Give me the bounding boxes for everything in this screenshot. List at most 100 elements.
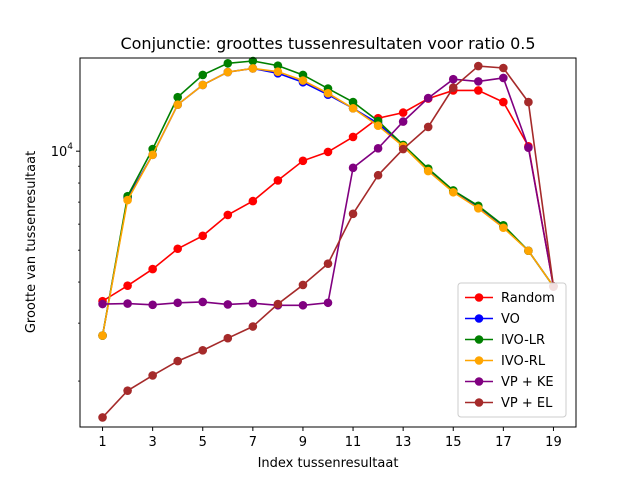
plot-frame [79, 57, 577, 428]
plot-area [98, 56, 558, 422]
data-point [499, 63, 508, 73]
data-point [348, 209, 358, 219]
legend-label: VP + EL [501, 396, 553, 411]
data-point [398, 108, 408, 117]
data-point [348, 97, 358, 107]
legend-label: IVO-LR [501, 333, 545, 348]
data-point [323, 88, 333, 98]
data-point [423, 166, 433, 176]
data-point [173, 298, 182, 308]
data-point [198, 346, 208, 355]
data-point [373, 121, 383, 131]
x-tick-label: 1 [98, 435, 106, 450]
legend-label: VP + KE [501, 375, 554, 390]
series-line [102, 89, 555, 302]
data-point [198, 70, 208, 80]
data-point [273, 299, 283, 309]
data-point [123, 195, 132, 205]
data-point [98, 413, 107, 422]
data-point [198, 80, 208, 90]
data-point [173, 92, 182, 102]
data-point [398, 144, 408, 154]
legend-item: VP + EL [465, 396, 553, 411]
data-point [323, 298, 333, 308]
data-point [273, 61, 283, 70]
data-point [173, 356, 182, 366]
legend-item: VO [465, 312, 520, 327]
x-tick-label: 9 [299, 435, 307, 450]
data-point [524, 246, 533, 256]
x-tick-label: 13 [395, 435, 412, 450]
data-point [524, 97, 533, 107]
data-point [98, 331, 107, 340]
data-point [123, 299, 132, 308]
x-tick-label: 19 [545, 435, 562, 450]
data-point [173, 100, 182, 109]
data-point [373, 144, 383, 153]
data-point [248, 322, 258, 331]
data-point [298, 280, 308, 290]
x-tick-label: 7 [249, 435, 257, 450]
data-point [98, 299, 107, 309]
data-point [448, 83, 458, 92]
x-tick-label: 3 [149, 435, 157, 450]
legend-item: IVO-LR [465, 333, 545, 348]
legend-label: IVO-RL [501, 354, 546, 369]
data-point [474, 204, 483, 213]
data-point [348, 104, 358, 113]
data-point [348, 132, 358, 142]
data-point [524, 143, 533, 152]
data-point [248, 196, 258, 206]
chart-title: Conjunctie: groottes tussenresultaten vo… [120, 34, 535, 53]
legend-marker [474, 293, 484, 302]
data-point [298, 300, 308, 310]
data-point [123, 386, 132, 395]
data-point [198, 231, 208, 241]
data-point [474, 61, 483, 71]
data-point [499, 223, 508, 233]
data-point [323, 259, 333, 268]
series-vp-el [98, 61, 558, 422]
data-point [223, 333, 233, 343]
legend-frame [457, 282, 567, 418]
legend-marker [474, 398, 484, 407]
legend-marker [474, 314, 484, 323]
data-point [148, 150, 157, 160]
data-point [273, 176, 283, 185]
x-tick-label: 5 [199, 435, 207, 450]
data-point [123, 281, 132, 290]
series-vp-ke [98, 73, 558, 310]
data-point [373, 170, 383, 180]
data-point [223, 210, 233, 220]
data-point [173, 244, 182, 254]
x-axis: 1 3 5 7 9 11 13 15 17 19 [98, 427, 562, 450]
legend-marker [474, 377, 484, 386]
legend-marker [474, 335, 484, 344]
legend-item: Random [465, 291, 555, 306]
data-point [448, 74, 458, 84]
data-point [248, 64, 258, 73]
data-point [298, 156, 308, 166]
data-point [298, 76, 308, 85]
legend-item: IVO-RL [465, 354, 546, 369]
data-point [323, 147, 333, 157]
data-point [248, 56, 258, 66]
x-tick-label: 11 [345, 435, 362, 450]
data-point [423, 93, 433, 103]
data-point [223, 300, 233, 309]
data-point [348, 163, 358, 173]
data-point [248, 298, 258, 308]
data-point [499, 97, 508, 107]
data-point [223, 59, 233, 68]
data-point [273, 67, 283, 76]
data-point [474, 86, 483, 95]
data-point [148, 264, 157, 274]
data-point [499, 73, 508, 83]
data-point [148, 371, 157, 380]
x-tick-label: 17 [495, 435, 512, 450]
legend-marker [474, 356, 484, 365]
data-point [223, 67, 233, 77]
y-tick-label: 104 [51, 142, 74, 160]
legend-label: VO [501, 312, 520, 327]
